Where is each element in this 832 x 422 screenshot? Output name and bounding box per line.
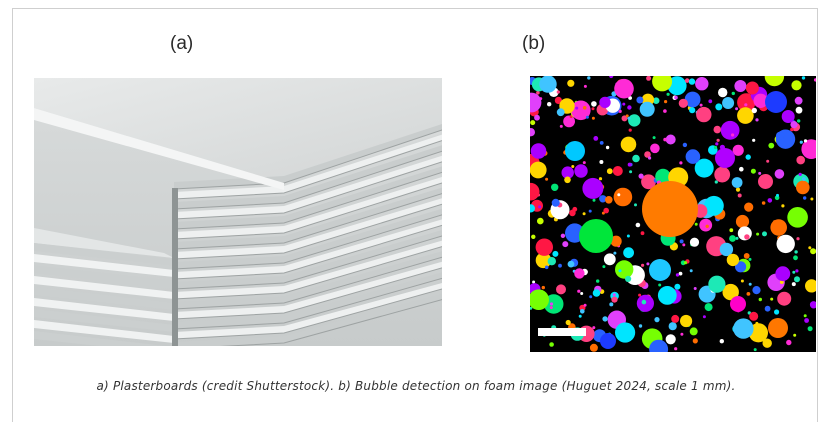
panel-b-label: (b)	[522, 33, 546, 54]
scale-bar	[538, 328, 586, 336]
foam-bubble-image	[530, 76, 816, 352]
plasterboard-illustration	[34, 78, 442, 346]
panel-a-label: (a)	[170, 33, 194, 54]
bubble-detection-illustration	[530, 76, 816, 352]
figure-frame	[12, 8, 818, 422]
figure-caption: a) Plasterboards (credit Shutterstock). …	[96, 379, 736, 393]
plasterboard-photo	[34, 78, 442, 346]
